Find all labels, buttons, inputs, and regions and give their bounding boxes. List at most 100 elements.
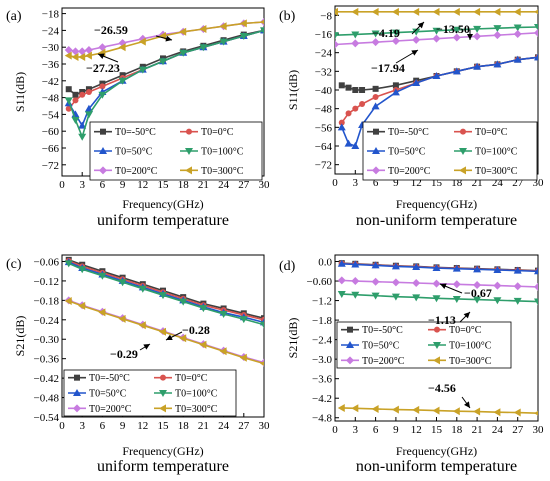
data-point bbox=[78, 121, 87, 129]
data-point bbox=[138, 285, 147, 293]
x-tick-label: 0 bbox=[59, 420, 65, 432]
data-point bbox=[351, 142, 360, 149]
y-tick-label: −8 bbox=[320, 10, 332, 22]
data-point bbox=[239, 33, 248, 40]
y-tick-label: −42 bbox=[42, 76, 59, 88]
y-tick-label: 0.0 bbox=[318, 257, 332, 269]
y-tick-label: −48 bbox=[315, 104, 333, 116]
annotation-label: −17.94 bbox=[371, 61, 405, 75]
data-point bbox=[98, 91, 107, 99]
x-tick-label: 6 bbox=[373, 424, 379, 436]
data-point bbox=[78, 133, 87, 141]
data-point bbox=[85, 89, 92, 95]
data-point bbox=[118, 43, 126, 52]
data-point bbox=[219, 347, 227, 356]
legend-box bbox=[63, 369, 237, 417]
y-tick-label: −54 bbox=[42, 109, 60, 121]
data-point bbox=[371, 292, 380, 300]
data-point bbox=[513, 282, 522, 291]
legend-swatch-marker bbox=[73, 404, 81, 413]
x-tick-label: 27 bbox=[512, 424, 524, 436]
data-point bbox=[493, 281, 502, 290]
data-point bbox=[493, 31, 502, 40]
legend-label: T0=-50°C bbox=[89, 373, 130, 384]
legend-label: T0=0°C bbox=[475, 127, 508, 138]
data-point bbox=[412, 294, 421, 302]
data-point bbox=[452, 407, 460, 416]
data-point bbox=[351, 7, 359, 16]
x-tick-label: 12 bbox=[137, 420, 148, 432]
x-tick-label: 21 bbox=[198, 420, 209, 432]
legend-swatch-marker bbox=[73, 389, 81, 396]
legend-label: T0=-50°C bbox=[362, 325, 403, 336]
y-tick-label: −0.06 bbox=[34, 256, 60, 268]
data-point bbox=[391, 278, 400, 287]
x-tick-label: 24 bbox=[492, 177, 504, 189]
panel-d: 0 3 6 9 12 15 18 21 24 27 30 0.0 −0.60 −1.2 −1.8 −2.4 −3… bbox=[279, 254, 544, 475]
y-tick-label: −66 bbox=[42, 143, 60, 155]
data-point bbox=[534, 28, 538, 37]
data-point bbox=[351, 291, 360, 299]
y-tick-label: −60 bbox=[42, 126, 60, 138]
y-tick-label: −72 bbox=[42, 160, 59, 172]
series-group bbox=[335, 7, 538, 149]
legend-label: T0=200°C bbox=[362, 356, 405, 367]
legend-label: T0=100°C bbox=[201, 147, 244, 158]
data-point bbox=[513, 266, 522, 274]
legend-label: T0=200°C bbox=[89, 404, 132, 415]
x-tick-label: 18 bbox=[178, 420, 190, 432]
annotation-arrowhead bbox=[165, 35, 172, 42]
data-point bbox=[513, 408, 521, 417]
data-point bbox=[260, 27, 264, 35]
data-point bbox=[534, 9, 538, 15]
legend-swatch-marker bbox=[459, 148, 467, 155]
legend-swatch-marker bbox=[186, 128, 192, 135]
annotation-arrowhead bbox=[417, 22, 424, 29]
x-tick-label: 9 bbox=[120, 179, 126, 191]
series-line bbox=[68, 259, 264, 319]
y-tick-label: −48 bbox=[42, 93, 60, 105]
legend: T0=-50°C T0=0°C T0=50°C T0=100°C T0=200°C T0=… bbox=[362, 121, 538, 181]
legend-label: T0=300°C bbox=[449, 356, 492, 367]
x-tick-label: 18 bbox=[451, 424, 463, 436]
y-tick-label: −32 bbox=[315, 66, 332, 78]
legend-swatch-marker bbox=[434, 326, 440, 333]
data-point bbox=[432, 406, 440, 415]
legend-box bbox=[89, 121, 263, 181]
data-point bbox=[493, 60, 502, 68]
data-point bbox=[337, 259, 346, 267]
legend-label: T0=100°C bbox=[175, 389, 218, 400]
series-line bbox=[67, 29, 264, 140]
y-tick-label: −0.18 bbox=[34, 295, 60, 307]
data-point bbox=[372, 85, 379, 92]
data-point bbox=[391, 37, 400, 45]
x-tick-label: 12 bbox=[137, 179, 148, 191]
data-point bbox=[84, 111, 93, 119]
data-point bbox=[473, 25, 482, 33]
x-tick-label: 30 bbox=[533, 177, 545, 189]
y-tick-label: −36 bbox=[42, 59, 60, 71]
data-point bbox=[351, 39, 360, 48]
y-tick-label: −4.8 bbox=[312, 413, 332, 425]
y-tick-label: −2.4 bbox=[312, 335, 332, 347]
x-tick-label: 15 bbox=[431, 424, 443, 436]
data-point bbox=[359, 87, 366, 93]
y-tick-label: −40 bbox=[315, 85, 333, 97]
data-point bbox=[65, 86, 72, 93]
data-point bbox=[138, 66, 147, 74]
data-point bbox=[338, 119, 345, 126]
data-point bbox=[337, 123, 346, 131]
data-point bbox=[473, 280, 482, 289]
data-point bbox=[473, 62, 482, 70]
legend-swatch-marker bbox=[372, 147, 380, 154]
data-point bbox=[352, 105, 359, 112]
annotation-label: −27.23 bbox=[86, 61, 120, 75]
y-tick-label: −0.54 bbox=[34, 412, 60, 424]
annotation-arrowhead bbox=[166, 334, 173, 340]
data-point bbox=[219, 22, 227, 31]
annotation-label: −13.50 bbox=[436, 22, 470, 36]
annotation-label: −4.19 bbox=[372, 26, 400, 40]
annotation-arrowhead bbox=[440, 283, 447, 290]
data-point bbox=[179, 49, 188, 57]
legend-label: T0=50°C bbox=[388, 147, 426, 158]
